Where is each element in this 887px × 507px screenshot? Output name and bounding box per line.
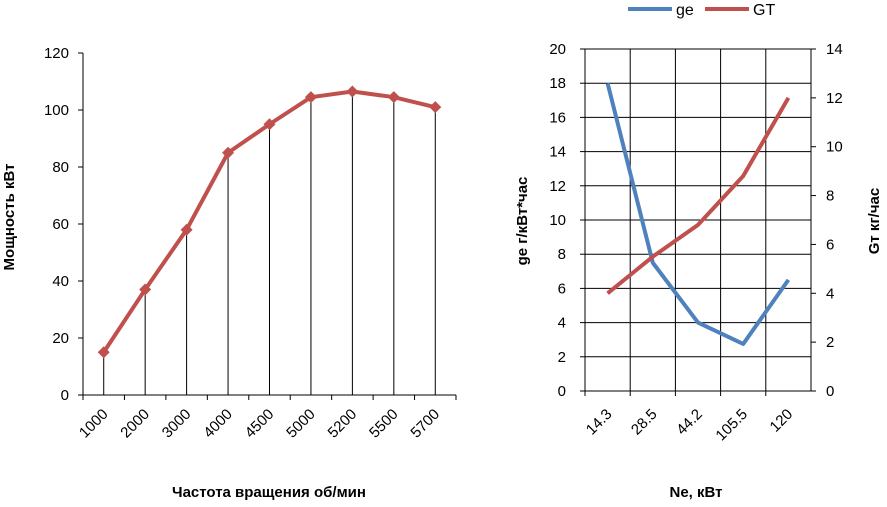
power-y-tick-label: 40 <box>52 273 69 290</box>
consumption-x-tick-label: 28.5 <box>628 406 661 439</box>
ge-y-tick-label: 14 <box>549 144 566 161</box>
power-point <box>429 101 442 114</box>
power-chart: 0 20 40 60 80 100 120 1000 2000 3000 4000 4500 5000… <box>1 45 457 501</box>
ge-y-tick-label: 0 <box>558 383 566 400</box>
ge-series-line <box>605 82 791 346</box>
consumption-chart: 0 2 4 6 8 10 12 14 16 18 20 0 2 4 6 8 10 12 14 14.3 28.5 44… <box>514 2 883 501</box>
ge-y-ticks: 0 2 4 6 8 10 12 14 16 18 20 <box>549 41 585 400</box>
gt-y-tick-label: 4 <box>826 285 834 302</box>
consumption-x-tick-label: 14.3 <box>583 406 616 439</box>
power-y-tick-label: 60 <box>52 216 69 233</box>
ge-y-tick-label: 20 <box>549 41 566 58</box>
gt-y-tick-label: 10 <box>826 139 843 156</box>
power-x-ticks: 1000 2000 3000 4000 4500 5000 5200 5500 5700 <box>76 395 457 442</box>
consumption-legend: ge GT <box>628 2 775 19</box>
ge-y-tick-label: 16 <box>549 109 566 126</box>
ge-y-tick-label: 8 <box>558 246 566 263</box>
ge-y-tick-label: 6 <box>558 280 566 297</box>
consumption-x-tick-label: 120 <box>767 406 797 436</box>
power-y-axis-title: Мощность кВт <box>1 164 18 271</box>
power-x-tick-label: 4500 <box>242 406 278 442</box>
gt-y-tick-label: 0 <box>826 383 834 400</box>
power-point <box>263 118 276 131</box>
consumption-x-ticks: 14.3 28.5 44.2 105.5 120 <box>583 391 796 444</box>
ge-y-tick-label: 12 <box>549 178 566 195</box>
power-y-tick-label: 100 <box>44 102 69 119</box>
legend-ge-label: ge <box>676 2 694 19</box>
consumption-x-tick-label: 44.2 <box>673 406 706 439</box>
power-x-tick-label: 5700 <box>407 406 443 442</box>
power-x-tick-label: 3000 <box>159 406 195 442</box>
power-point <box>97 346 110 359</box>
power-markers <box>97 85 442 359</box>
power-y-tick-label: 0 <box>61 387 69 404</box>
gt-y-tick-label: 8 <box>826 188 834 205</box>
ge-y-tick-label: 18 <box>549 75 566 92</box>
power-point <box>304 91 317 104</box>
power-x-tick-label: 5000 <box>283 406 319 442</box>
consumption-x-tick-label: 105.5 <box>712 406 751 445</box>
power-x-tick-label: 1000 <box>76 406 112 442</box>
power-point <box>346 85 359 98</box>
power-x-tick-label: 5500 <box>366 406 402 442</box>
power-point <box>222 146 235 159</box>
ge-y-tick-label: 2 <box>558 349 566 366</box>
power-x-axis-title: Частота вращения об/мин <box>172 484 366 501</box>
ge-y-axis-title: ge г/кВт*час <box>514 177 531 266</box>
power-x-tick-label: 2000 <box>117 406 153 442</box>
power-drop-lines <box>103 91 436 395</box>
gt-series-line <box>606 96 791 295</box>
gt-y-tick-label: 12 <box>826 90 843 107</box>
gt-y-tick-label: 6 <box>826 236 834 253</box>
power-x-tick-label: 5200 <box>325 406 361 442</box>
power-y-tick-label: 80 <box>52 159 69 176</box>
consumption-x-axis-title: Ne, кВт <box>670 484 723 501</box>
gt-y-tick-label: 14 <box>826 41 843 58</box>
power-point <box>180 223 193 236</box>
gt-y-axis-title: Gт кг/час <box>866 188 883 255</box>
ge-y-tick-label: 10 <box>549 212 566 229</box>
power-y-tick-label: 120 <box>44 45 69 62</box>
power-point <box>139 283 152 296</box>
legend-gt-label: GT <box>753 2 775 19</box>
power-y-tick-label: 20 <box>52 330 69 347</box>
power-x-tick-label: 4000 <box>200 406 236 442</box>
consumption-grid <box>584 48 812 392</box>
gt-y-ticks: 0 2 4 6 8 10 12 14 <box>811 41 843 400</box>
power-point <box>387 91 400 104</box>
ge-y-tick-label: 4 <box>558 315 566 332</box>
gt-y-tick-label: 2 <box>826 334 834 351</box>
power-y-ticks: 0 20 40 60 80 100 120 <box>44 45 83 404</box>
